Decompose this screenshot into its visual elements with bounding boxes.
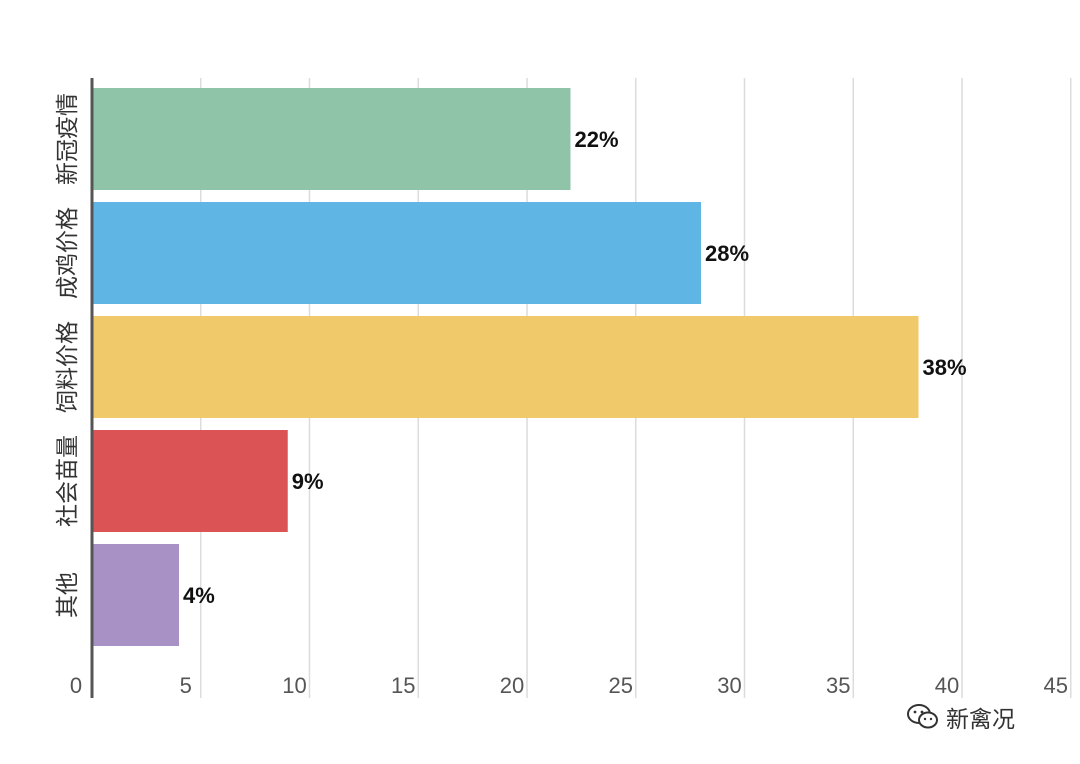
category-label: 社会苗量	[55, 435, 81, 527]
bar	[93, 430, 288, 532]
x-tick-label: 30	[717, 673, 741, 698]
bar	[93, 88, 571, 190]
watermark-text: 新禽况	[946, 707, 1015, 733]
bar	[93, 316, 919, 418]
x-tick-label: 20	[500, 673, 524, 698]
x-tick-label: 35	[826, 673, 850, 698]
value-labels: 22% 28% 38% 9% 4%	[183, 127, 967, 608]
value-label: 28%	[705, 241, 749, 266]
value-label: 22%	[575, 127, 619, 152]
bar	[93, 202, 701, 304]
value-label: 4%	[183, 583, 215, 608]
x-tick-label: 5	[180, 673, 192, 698]
x-tick-label: 15	[391, 673, 415, 698]
x-tick-label: 10	[282, 673, 306, 698]
category-label: 饲料价格	[55, 321, 81, 413]
category-label: 成鸡价格	[55, 207, 81, 299]
x-tick-label: 25	[609, 673, 633, 698]
watermark: 新禽况	[906, 700, 1015, 734]
category-label: 新冠疫情	[55, 93, 81, 185]
value-label: 9%	[292, 469, 324, 494]
category-label: 其他	[55, 572, 81, 618]
wechat-icon	[906, 703, 940, 731]
x-tick-label: 45	[1044, 673, 1068, 698]
x-tick-labels: 0 5 10 15 20 25 30 35 40 45	[70, 673, 1068, 698]
x-tick-label: 0	[70, 673, 82, 698]
bars	[93, 88, 919, 646]
x-tick-label: 40	[935, 673, 959, 698]
bar	[93, 544, 179, 646]
value-label: 38%	[923, 355, 967, 380]
